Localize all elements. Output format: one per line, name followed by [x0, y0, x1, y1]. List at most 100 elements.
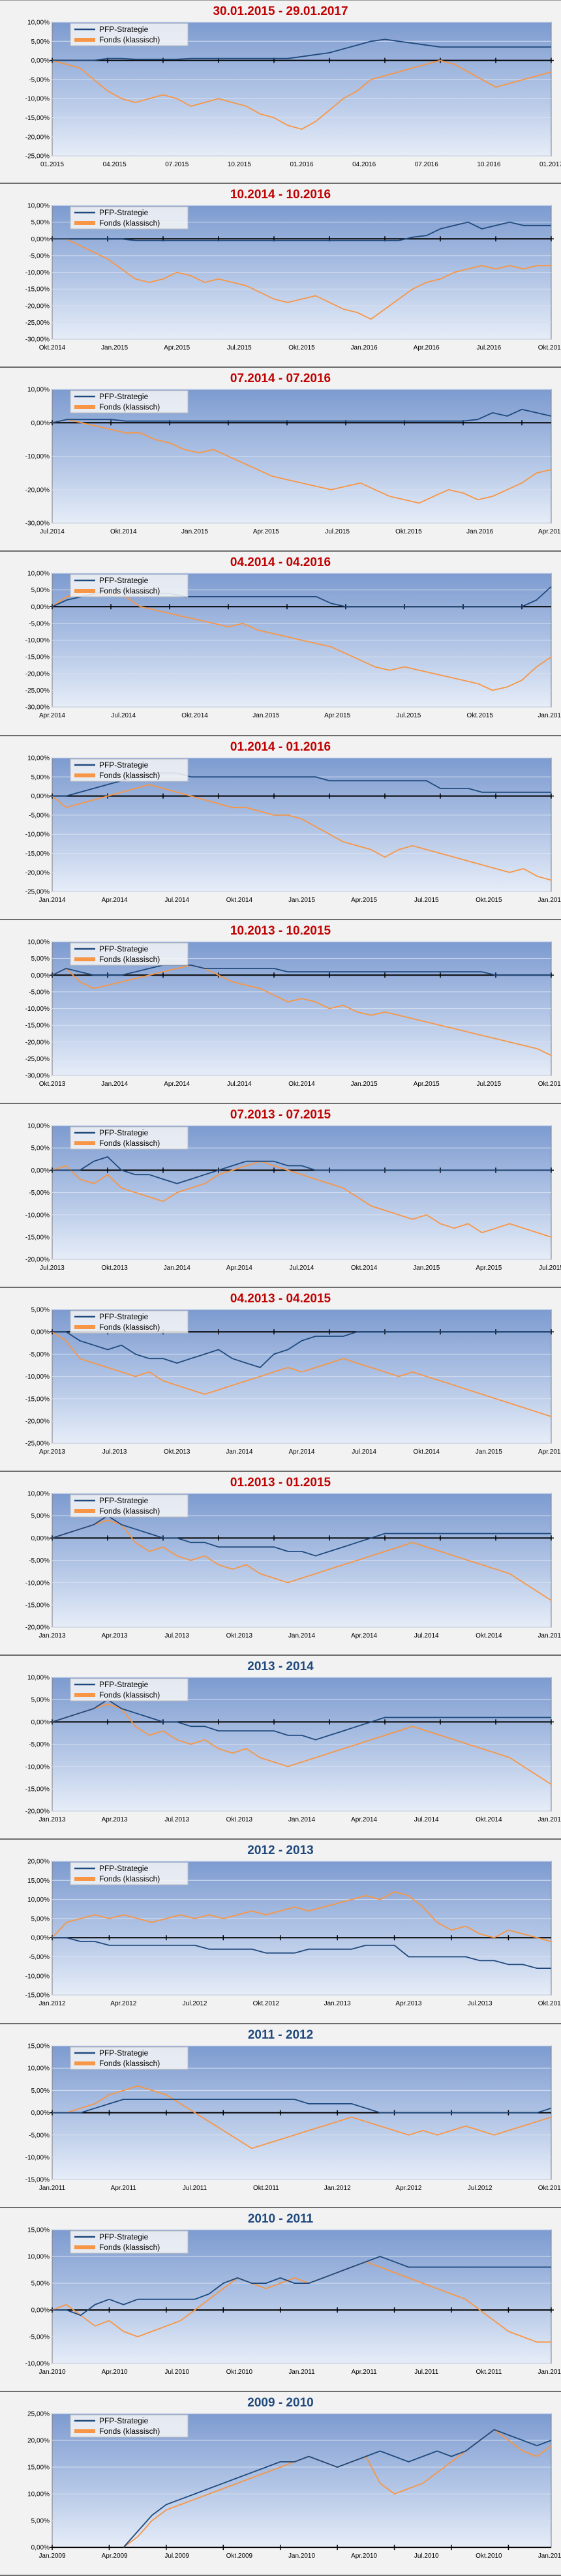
legend-label: Fonds (klassisch): [99, 955, 160, 964]
y-tick-label: -20,00%: [25, 134, 50, 141]
y-tick-label: 10,00%: [27, 755, 50, 762]
y-tick-label: 10,00%: [27, 19, 50, 26]
x-tick-label: Apr.2014: [102, 897, 128, 904]
x-tick-label: Okt.2013: [226, 1632, 253, 1640]
x-tick-label: Apr.2013: [395, 2001, 421, 2008]
x-tick-label: Apr.2016: [538, 528, 561, 535]
x-tick-label: Apr.2015: [476, 1265, 502, 1272]
y-tick-label: 0,00%: [31, 1935, 50, 1942]
baseline-marker: [437, 236, 443, 242]
y-tick-label: 0,00%: [31, 793, 50, 800]
baseline-marker: [271, 972, 277, 978]
legend-label: Fonds (klassisch): [99, 2243, 160, 2252]
legend-label: Fonds (klassisch): [99, 1506, 160, 1516]
y-tick-label: -20,00%: [25, 1808, 50, 1816]
y-tick-label: -15,00%: [25, 654, 50, 661]
x-tick-label: Jul.2014: [111, 713, 136, 720]
y-tick-label: -15,00%: [25, 2176, 50, 2183]
baseline-marker: [271, 1167, 277, 1173]
baseline-marker: [548, 236, 554, 242]
y-tick-label: -5,00%: [29, 253, 50, 260]
x-tick-label: Jan.2014: [101, 1081, 129, 1088]
baseline-marker: [160, 57, 166, 63]
series-line: [52, 409, 552, 424]
baseline-marker: [437, 972, 443, 978]
baseline-marker: [326, 1329, 332, 1335]
x-tick-label: Jan.2015: [538, 1632, 561, 1640]
x-tick-label: Jul.2010: [164, 2369, 189, 2376]
x-tick-label: Jul.2014: [290, 1265, 314, 1272]
x-tick-label: Jul.2015: [539, 1265, 561, 1272]
baseline-marker: [50, 2544, 55, 2550]
baseline-marker: [335, 2110, 341, 2116]
y-tick-label: -15,00%: [25, 1786, 50, 1793]
baseline-marker: [326, 1535, 332, 1541]
y-tick-label: 10,00%: [27, 2491, 50, 2498]
y-tick-label: -5,00%: [29, 2132, 50, 2139]
y-tick-label: 10,00%: [27, 938, 50, 946]
x-tick-label: Okt.2015: [538, 1081, 561, 1088]
legend-label: Fonds (klassisch): [99, 1874, 160, 1883]
x-tick-label: Okt.2013: [164, 1448, 190, 1456]
x-tick-label: Okt.2014: [181, 713, 208, 720]
x-tick-label: 07.2016: [415, 161, 439, 168]
x-tick-label: 10.2016: [477, 161, 501, 168]
series-line: [52, 964, 552, 1056]
baseline-marker: [216, 1329, 222, 1335]
baseline-marker: [493, 793, 498, 799]
chart-panel: 10.2013 - 10.2015 10,00% 5,00% 0,00% -5,00% -…: [0, 920, 561, 1104]
baseline-marker: [277, 2110, 283, 2116]
baseline-marker: [277, 1935, 283, 1941]
legend-label: PFP-Strategie: [99, 2416, 149, 2425]
x-tick-label: 07.2015: [165, 161, 189, 168]
chart-title: 07.2013 - 07.2015: [230, 1107, 331, 1122]
legend-label: Fonds (klassisch): [99, 35, 160, 44]
y-tick-label: 15,00%: [27, 1878, 50, 1885]
y-tick-label: 10,00%: [27, 1122, 50, 1130]
x-tick-label: Jul.2015: [397, 713, 421, 720]
chart-svg: 10,00% 5,00% 0,00% -5,00% -10,00% -15,00% -20,…: [25, 203, 561, 352]
x-tick-label: Jul.2014: [414, 1816, 439, 1823]
baseline-marker: [163, 1935, 169, 1941]
chart-panel: 07.2013 - 07.2015 10,00% 5,00% 0,00% -5,00% -…: [0, 1103, 561, 1288]
y-tick-label: -10,00%: [25, 453, 50, 460]
x-tick-label: Jul.2013: [102, 1448, 127, 1456]
baseline-marker: [326, 1719, 332, 1725]
x-tick-label: Jan.2012: [538, 2369, 561, 2376]
x-tick-label: Jul.2013: [40, 1265, 65, 1272]
baseline-marker: [548, 793, 554, 799]
baseline-marker: [277, 2307, 283, 2313]
x-tick-label: Apr.2015: [324, 713, 350, 720]
chart-title: 30.01.2015 - 29.01.2017: [213, 5, 348, 18]
y-tick-label: -20,00%: [25, 1625, 50, 1632]
x-tick-label: Okt.2012: [253, 2001, 280, 2008]
series-line: [52, 238, 551, 320]
y-tick-label: -20,00%: [25, 671, 50, 678]
chart-svg: 10,00% 5,00% 0,00% -5,00% -10,00% -15,00% -20,…: [25, 571, 561, 720]
y-tick-label: -20,00%: [25, 869, 50, 876]
baseline-marker: [271, 1719, 277, 1725]
x-tick-label: Jan.2015: [288, 897, 316, 904]
series-line: [52, 783, 552, 881]
y-tick-label: 5,00%: [31, 1697, 50, 1704]
baseline-marker: [382, 1719, 387, 1725]
x-tick-label: 01.2017: [539, 161, 561, 168]
x-tick-label: Jul.2010: [414, 2553, 439, 2560]
x-tick-label: Jul.2015: [414, 897, 439, 904]
y-tick-label: -30,00%: [25, 704, 50, 711]
y-tick-label: -15,00%: [25, 286, 50, 293]
x-tick-label: Okt.2015: [476, 897, 502, 904]
baseline-marker: [220, 1935, 226, 1941]
x-tick-label: Jul.2015: [325, 528, 350, 535]
x-tick-label: Jul.2015: [227, 344, 252, 352]
baseline-marker: [335, 2544, 341, 2550]
x-tick-label: Jul.2012: [183, 2001, 207, 2008]
y-tick-label: -30,00%: [25, 1072, 50, 1079]
chart-title: 2013 - 2014: [247, 1660, 314, 1674]
x-tick-label: Jul.2014: [227, 1081, 252, 1088]
baseline-marker: [493, 1535, 498, 1541]
legend-box: [70, 942, 189, 966]
legend-label: PFP-Strategie: [99, 1128, 149, 1137]
x-tick-label: Jul.2009: [164, 2553, 189, 2560]
series-line: [52, 1331, 551, 1368]
